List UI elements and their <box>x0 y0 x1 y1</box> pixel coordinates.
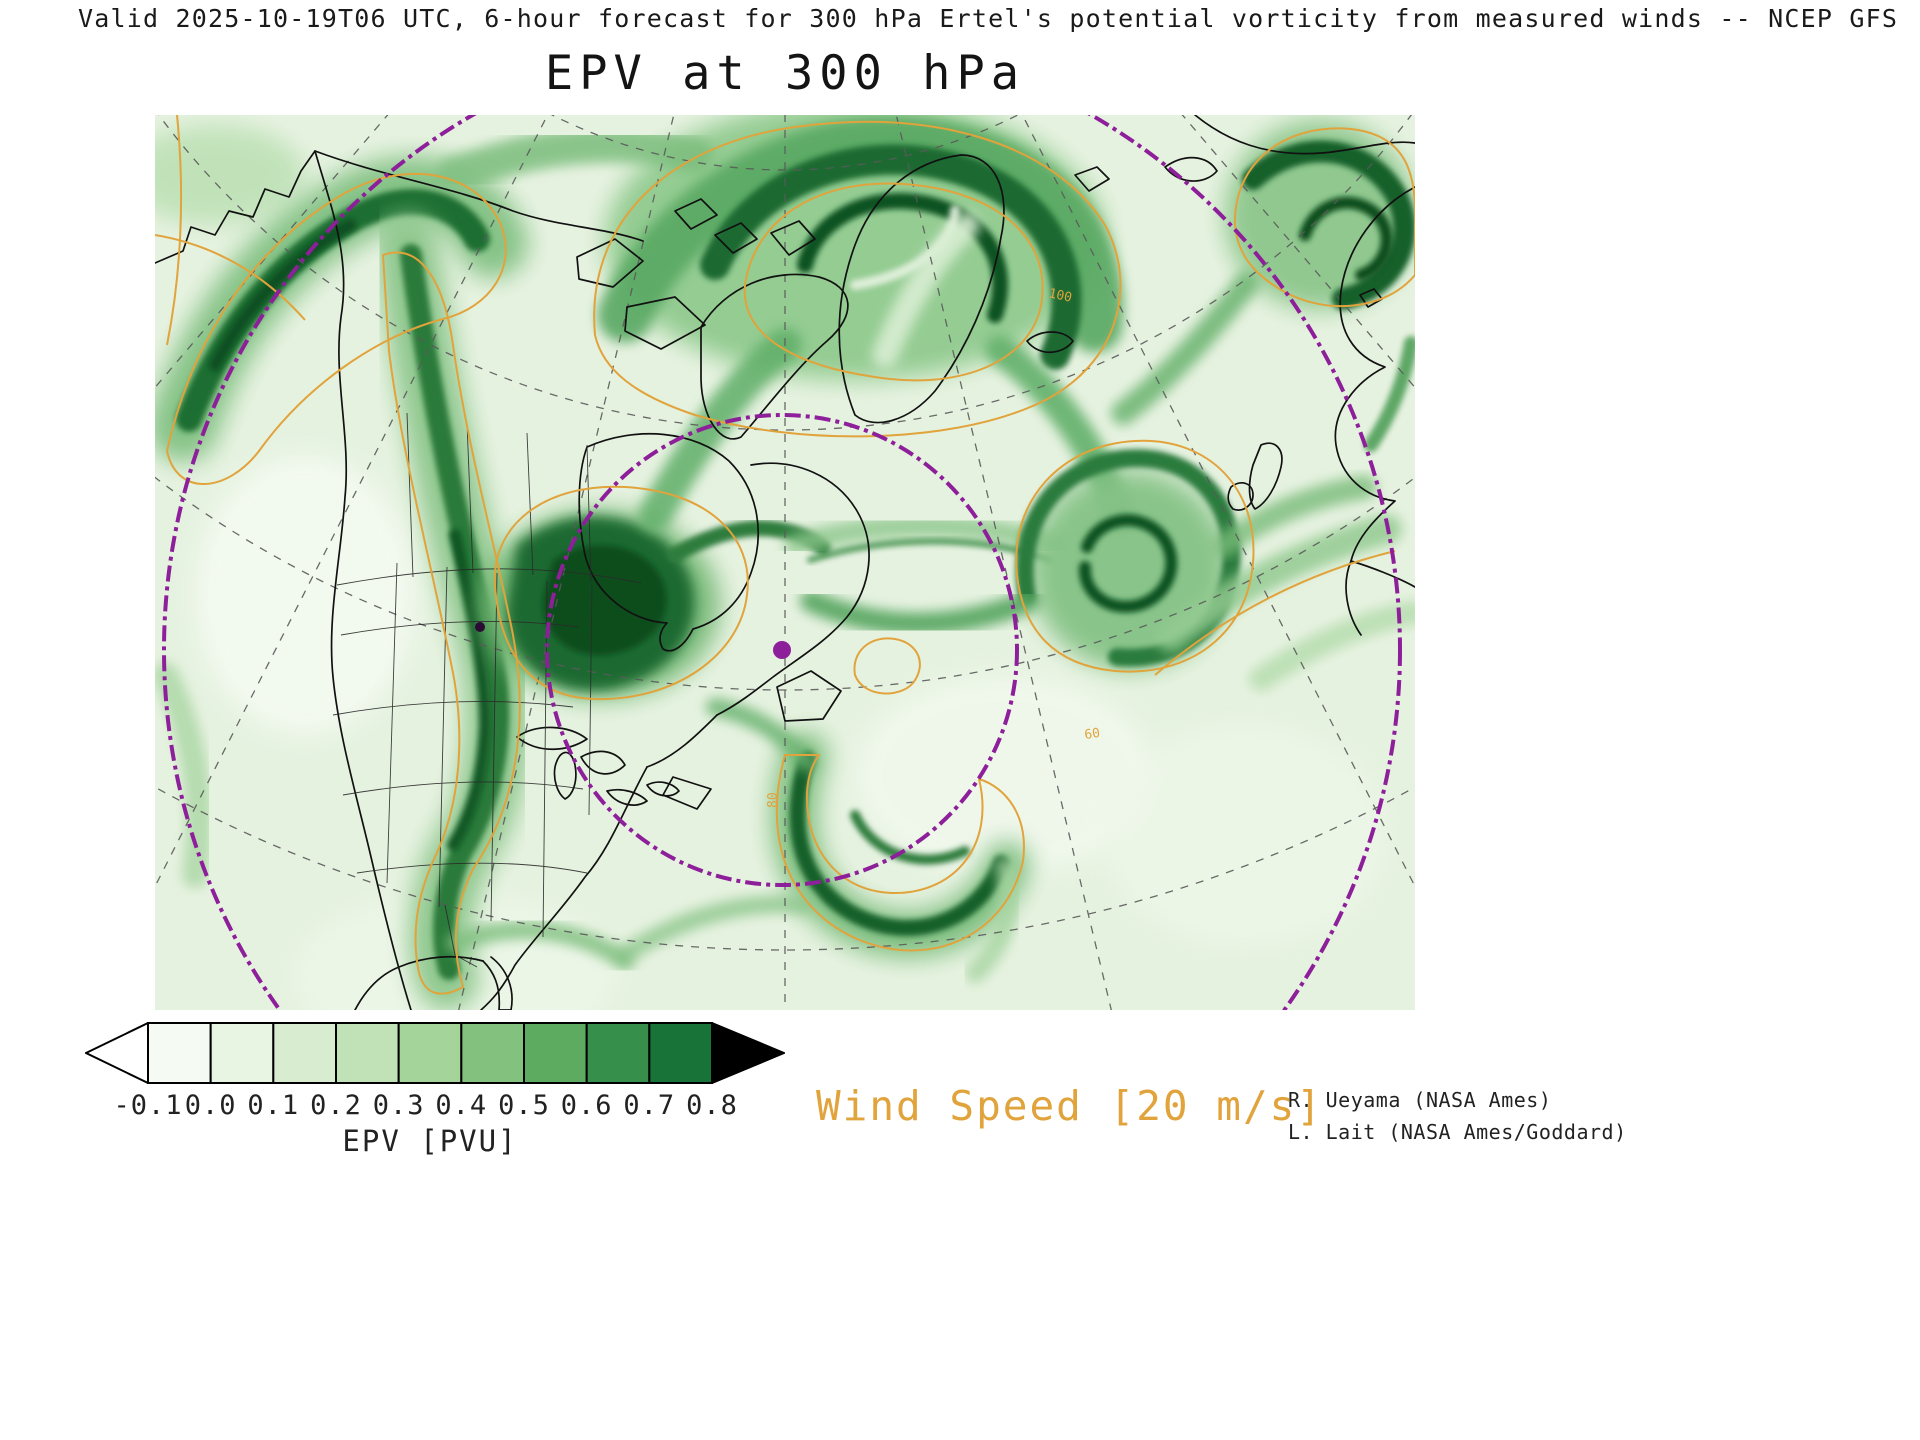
contour-label: 60 <box>1083 726 1101 743</box>
colorbar-tick-label: 0.8 <box>686 1090 738 1121</box>
wind-contour-labels: 100 80 60 <box>766 286 1101 808</box>
colorbar-tick-label: 0.7 <box>623 1090 676 1121</box>
epv-light-patches <box>155 125 1385 1010</box>
graticule <box>155 115 1415 1010</box>
range-rings <box>162 115 1402 1010</box>
colorbar-tick-label: 0.2 <box>310 1090 362 1121</box>
colorbar-tick-label: -0.1 <box>113 1090 183 1121</box>
forecast-valid-line: Valid 2025-10-19T06 UTC, 6-hour forecast… <box>78 4 1899 33</box>
colorbar-cell <box>397 1022 463 1084</box>
colorbar-tick-label: 0.5 <box>498 1090 550 1121</box>
colorbar-tick-label: 0.6 <box>560 1090 613 1121</box>
wind-speed-contours <box>155 115 1415 995</box>
colorbar-tick-label: 0.3 <box>372 1090 425 1121</box>
epv-map-svg: 100 80 60 <box>155 115 1415 1010</box>
contour-label: 80 <box>766 792 781 808</box>
colorbar-tick-label: 0.4 <box>435 1090 488 1121</box>
colorbar-left-arrow <box>83 1021 149 1085</box>
colorbar-cell <box>147 1022 212 1084</box>
colorbar-cell <box>335 1022 400 1084</box>
colorbar-right-arrow <box>711 1021 787 1085</box>
colorbar-cell <box>460 1022 525 1084</box>
map-canvas: 100 80 60 <box>155 115 1415 1010</box>
colorbar-cell <box>523 1022 588 1084</box>
colorbar-axis-label: EPV [PVU] <box>342 1124 518 1158</box>
site-marker-dot <box>773 641 791 659</box>
wind-speed-legend: Wind Speed [20 m/s] <box>816 1082 1323 1130</box>
colorbar-cell <box>648 1022 714 1084</box>
plot-title: EPV at 300 hPa <box>544 46 1026 101</box>
credit-line-1: R. Ueyama (NASA Ames) <box>1288 1088 1552 1112</box>
colorbar-svg <box>83 1021 787 1085</box>
colorbar-cell <box>272 1022 337 1084</box>
secondary-site-marker <box>475 622 485 632</box>
colorbar-tick-label: 0.0 <box>184 1090 237 1121</box>
epv-shading <box>155 115 1415 1010</box>
colorbar <box>83 1021 787 1085</box>
coastlines <box>155 115 1415 1010</box>
credit-line-2: L. Lait (NASA Ames/Goddard) <box>1288 1120 1627 1144</box>
colorbar-cell <box>209 1022 275 1084</box>
credits-block: R. Ueyama (NASA Ames) L. Lait (NASA Ames… <box>1288 1084 1627 1148</box>
contour-label: 100 <box>1047 286 1073 306</box>
colorbar-tick-label: 0.1 <box>247 1090 300 1121</box>
colorbar-cell <box>585 1022 651 1084</box>
